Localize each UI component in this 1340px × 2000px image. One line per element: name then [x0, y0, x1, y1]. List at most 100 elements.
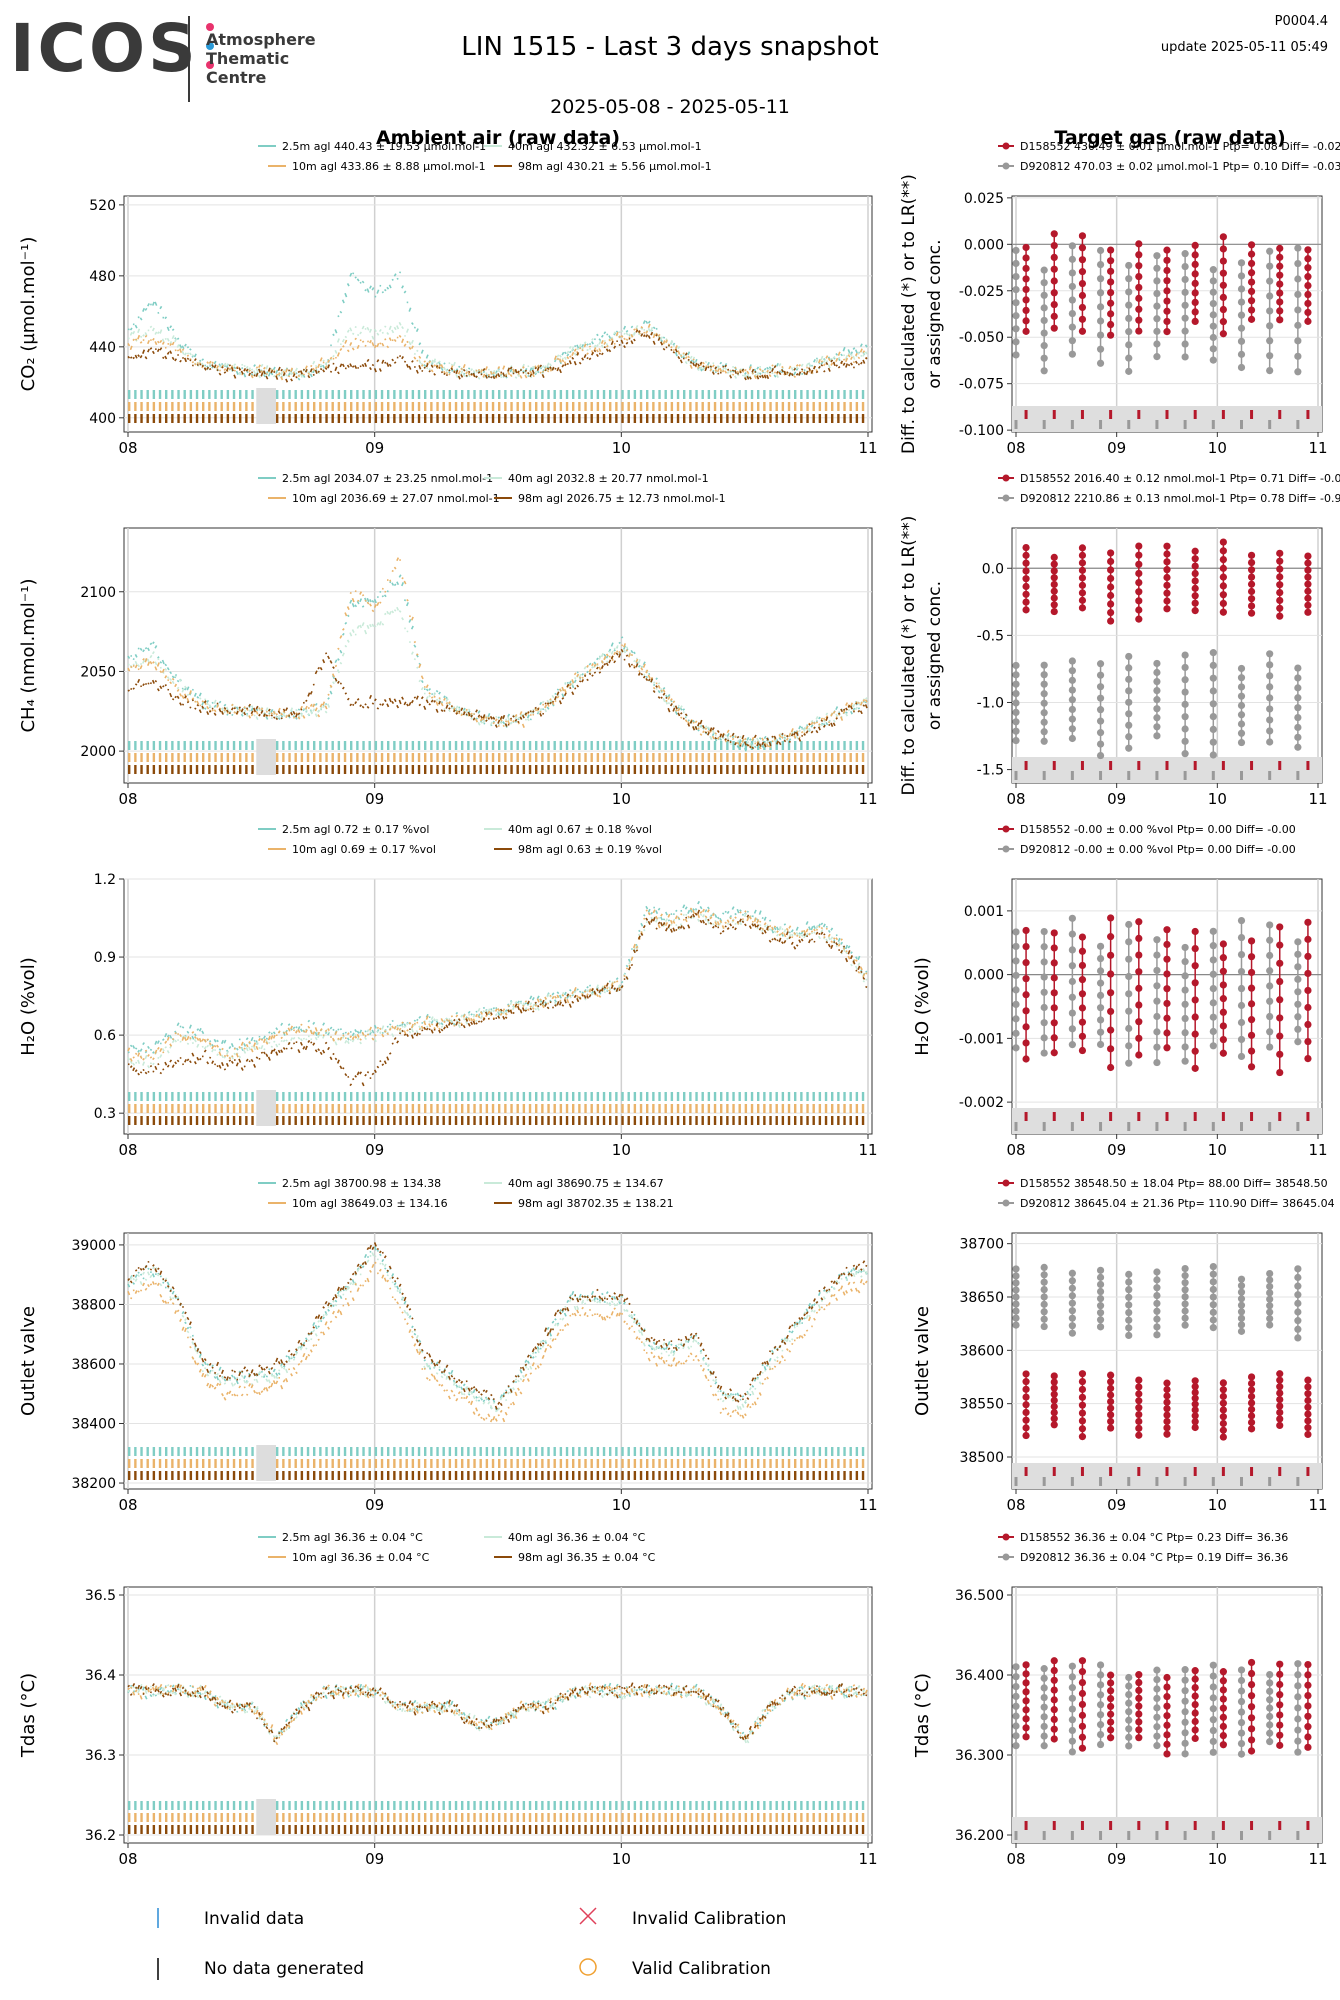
series-segment [369, 603, 372, 607]
status-tick [134, 1092, 137, 1101]
status-tick [485, 753, 489, 762]
series-segment [694, 362, 698, 367]
status-tick [411, 414, 415, 423]
status-tick [541, 390, 544, 399]
legend-entry: D920812 2210.86 ± 0.13 nmol.mol-1 Ptp= 0… [1020, 492, 1340, 505]
series-segment [813, 931, 816, 934]
series-segment [655, 327, 658, 330]
series-segment [248, 367, 252, 371]
series-segment [625, 967, 629, 970]
cal-point [1181, 314, 1189, 322]
series-segment [371, 702, 375, 705]
series-segment [798, 729, 801, 733]
status-tick [331, 402, 334, 411]
status-tick [683, 1092, 686, 1101]
cal-point [1135, 272, 1143, 281]
series-segment [467, 1010, 471, 1014]
status-tick [738, 414, 741, 423]
cal-point [1022, 296, 1030, 304]
status-tick [405, 414, 408, 423]
cal-point [1135, 240, 1143, 248]
status-tick [146, 1104, 149, 1113]
status-tick [374, 1092, 378, 1101]
series-segment [260, 372, 264, 377]
status-tick [177, 753, 180, 762]
series-segment [430, 1020, 434, 1024]
status-tick [861, 1104, 865, 1113]
series-segment [314, 369, 318, 374]
status-tick [165, 765, 168, 774]
series-segment [850, 705, 853, 710]
series-segment [563, 688, 567, 694]
status-tick [670, 1104, 674, 1113]
status-tick [528, 1104, 532, 1113]
legend-entry: 2.5m agl 440.43 ± 19.53 µmol.mol-1 [282, 140, 486, 153]
series-segment [297, 370, 301, 374]
series-segment [376, 601, 380, 606]
status-tick [313, 1092, 316, 1101]
cal-point [1040, 661, 1048, 669]
status-tick [565, 741, 569, 750]
status-tick [732, 1104, 735, 1113]
status-tick [374, 741, 378, 750]
series-segment [169, 1034, 173, 1039]
y-axis-label-target: Diff. to calculated (*) or to LR(**) [899, 174, 919, 454]
series-segment [603, 662, 607, 666]
status-tick [763, 414, 766, 423]
status-tick [436, 741, 439, 750]
status-tick [374, 765, 378, 774]
cal-point [1304, 273, 1312, 281]
status-tick [800, 414, 803, 423]
series-segment [499, 715, 503, 720]
status-tick [448, 765, 452, 774]
status-tick [239, 414, 242, 423]
status-tick [701, 390, 704, 399]
series-segment [480, 369, 483, 373]
series-segment [753, 375, 757, 380]
series-segment [684, 356, 688, 360]
series-segment [154, 645, 158, 649]
series-segment [558, 358, 562, 363]
series-segment [586, 664, 589, 668]
series-segment [795, 364, 799, 367]
series-segment [625, 341, 629, 345]
status-tick [572, 741, 575, 750]
status-tick [387, 390, 390, 399]
series-segment [208, 362, 212, 366]
status-tick [362, 753, 365, 762]
status-tick [288, 414, 291, 423]
series-segment [391, 700, 395, 705]
status-tick [214, 402, 217, 411]
series-segment [620, 636, 624, 639]
series-segment [643, 914, 646, 917]
series-segment [162, 356, 165, 359]
series-segment [342, 1032, 345, 1035]
series-segment [161, 659, 165, 665]
series-segment [403, 580, 407, 585]
series-segment [768, 368, 772, 371]
cal-point [1237, 272, 1246, 280]
status-tick [282, 390, 285, 399]
series-segment [517, 1003, 520, 1006]
series-segment [862, 350, 866, 354]
status-tick [202, 1104, 205, 1113]
series-segment [595, 343, 599, 348]
series-segment [159, 305, 163, 310]
cal-point [1294, 321, 1302, 329]
series-segment [608, 335, 612, 339]
series-segment [433, 372, 436, 376]
series-segment [129, 327, 133, 331]
series-segment [603, 341, 607, 345]
series-segment [625, 338, 629, 341]
status-tick [676, 765, 680, 774]
status-tick [128, 765, 131, 774]
series-segment [146, 661, 150, 667]
status-tick [596, 1116, 600, 1125]
series-segment [425, 688, 429, 692]
series-segment [398, 610, 402, 613]
cal-point [1237, 259, 1246, 267]
status-tick [461, 741, 464, 750]
series-segment [707, 726, 710, 729]
status-tick [528, 741, 532, 750]
status-tick [553, 741, 556, 750]
